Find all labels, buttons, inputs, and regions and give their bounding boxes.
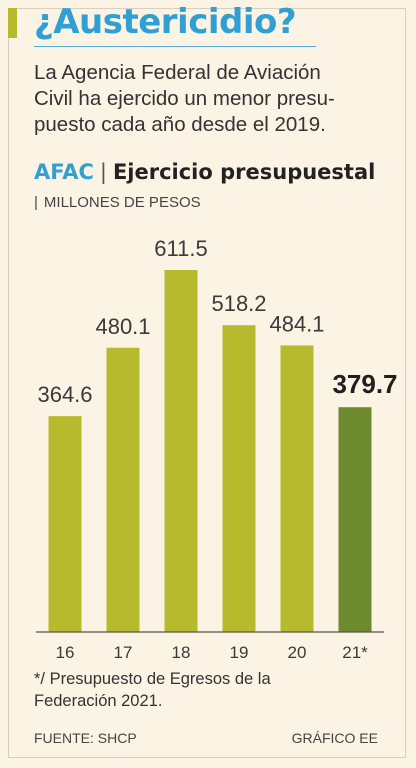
bar-19 bbox=[222, 325, 256, 632]
value-label: 480.1 bbox=[95, 314, 150, 339]
title-accent-bar bbox=[8, 8, 17, 38]
x-tick-label: 17 bbox=[114, 643, 133, 662]
value-label: 364.6 bbox=[37, 382, 92, 407]
units-text: MILLONES DE PESOS bbox=[43, 194, 201, 211]
x-tick-label: 20 bbox=[288, 643, 307, 662]
bar-16 bbox=[48, 416, 82, 632]
heading-separator: | bbox=[99, 160, 107, 184]
title-underline bbox=[34, 46, 316, 47]
intro-line: Civil ha ejercido un menor presu- bbox=[34, 87, 335, 110]
footnote-line: Federación 2021. bbox=[34, 692, 163, 710]
graphic-title: ¿Austericidio? bbox=[34, 2, 297, 42]
units-separator: | bbox=[34, 194, 38, 211]
x-tick-label: 19 bbox=[230, 643, 249, 662]
value-label: 518.2 bbox=[211, 291, 266, 316]
credit-label: GRÁFICO EE bbox=[291, 730, 378, 746]
x-tick-label: 16 bbox=[56, 643, 75, 662]
intro-line: La Agencia Federal de Aviación bbox=[34, 61, 321, 84]
value-label: 611.5 bbox=[154, 236, 207, 261]
chart-subtitle: Ejercicio presupuestal bbox=[112, 160, 376, 184]
agency-name: AFAC bbox=[34, 160, 94, 184]
footnote: */ Presupuesto de Egresos de la Federaci… bbox=[34, 668, 364, 712]
x-tick-label: 18 bbox=[172, 643, 191, 662]
chart-heading: AFAC | Ejercicio presupuestal bbox=[34, 160, 375, 184]
x-tick-label: 21* bbox=[342, 643, 368, 662]
intro-line: puesto cada año desde el 2019. bbox=[34, 113, 326, 136]
value-label: 379.7 bbox=[332, 369, 397, 399]
bar-18 bbox=[164, 270, 198, 632]
bar-21 bbox=[338, 407, 372, 632]
units-label: | MILLONES DE PESOS bbox=[34, 194, 201, 211]
footnote-line: */ Presupuesto de Egresos de la bbox=[34, 670, 271, 688]
bar-17 bbox=[106, 347, 140, 632]
bar-20 bbox=[280, 345, 314, 632]
graphic-frame bbox=[8, 8, 406, 758]
source-label: FUENTE: SHCP bbox=[34, 730, 137, 746]
intro-text: La Agencia Federal de Aviación Civil ha … bbox=[34, 60, 384, 138]
value-label: 484.1 bbox=[269, 311, 324, 336]
